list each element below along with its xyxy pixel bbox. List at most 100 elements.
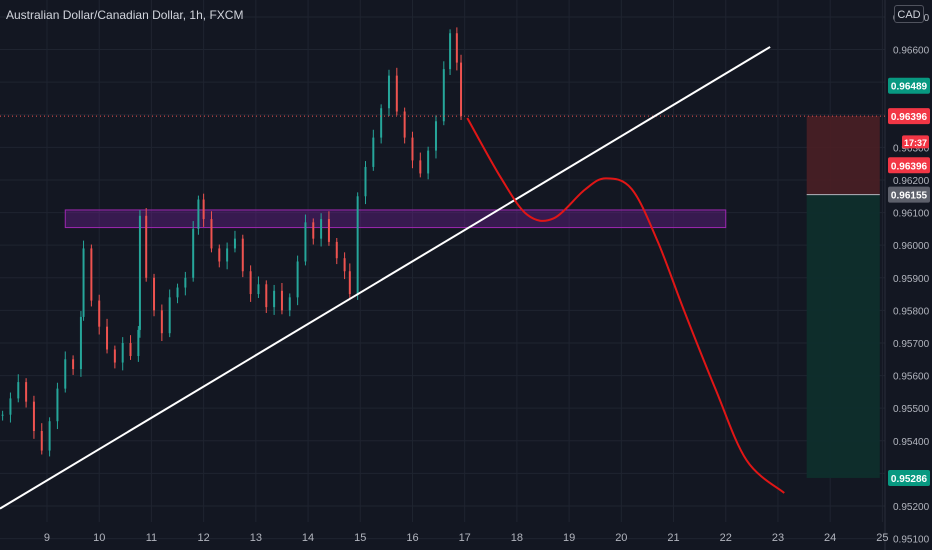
candle-body[interactable] [192, 228, 195, 278]
candle-body[interactable] [273, 290, 276, 308]
candle-body[interactable] [56, 388, 59, 422]
candle-body[interactable] [460, 62, 463, 117]
candle-body[interactable] [449, 33, 452, 70]
candle-body[interactable] [160, 310, 163, 334]
candle-body[interactable] [1, 414, 4, 416]
candle-body[interactable] [380, 108, 383, 138]
take-profit-zone[interactable] [806, 194, 880, 478]
x-tick-label: 15 [354, 532, 366, 544]
candle-body[interactable] [145, 215, 148, 278]
y-tick-label: 0.95900 [893, 274, 930, 285]
x-tick-label: 18 [511, 532, 523, 544]
candle-body[interactable] [434, 121, 437, 151]
candle-body[interactable] [176, 287, 179, 298]
candle-body[interactable] [184, 277, 187, 288]
candle-body[interactable] [343, 258, 346, 272]
price-badge [902, 135, 929, 149]
candle-body[interactable] [304, 222, 307, 262]
candle-body[interactable] [455, 33, 458, 63]
price-badge-label: 17:37 [904, 138, 927, 148]
candle-body[interactable] [129, 342, 132, 357]
candle-body[interactable] [82, 248, 85, 317]
y-tick-label: 0.95700 [893, 339, 930, 350]
stop-loss-zone[interactable] [806, 116, 880, 195]
currency-badge[interactable]: CAD [894, 5, 924, 23]
candle-body[interactable] [427, 150, 430, 174]
candle-body[interactable] [197, 199, 200, 229]
drawings-layer[interactable] [0, 46, 885, 510]
candle-body[interactable] [113, 349, 116, 363]
x-tick-label: 14 [302, 532, 314, 544]
x-tick-label: 17 [459, 532, 471, 544]
candle-body[interactable] [168, 297, 171, 334]
candle-body[interactable] [90, 248, 93, 301]
y-tick-label: 0.95800 [893, 306, 930, 317]
candle-body[interactable] [335, 241, 338, 259]
candle-body[interactable] [32, 401, 35, 432]
trendline[interactable] [0, 46, 771, 510]
candle-body[interactable] [327, 219, 330, 242]
price-badge-label: 0.96396 [891, 112, 928, 123]
candle-body[interactable] [442, 69, 445, 122]
candle-body[interactable] [411, 137, 414, 161]
candle-body[interactable] [249, 271, 252, 295]
candle-body[interactable] [257, 284, 260, 295]
candle-body[interactable] [72, 359, 75, 370]
x-tick-label: 22 [720, 532, 732, 544]
candle-body[interactable] [121, 342, 124, 363]
projection-path[interactable] [466, 117, 785, 494]
candle-body[interactable] [64, 359, 67, 389]
x-tick-label: 21 [667, 532, 679, 544]
candle-body[interactable] [372, 137, 375, 167]
x-tick-label: 10 [93, 532, 105, 544]
y-tick-label: 0.95600 [893, 372, 930, 383]
price-badge-label: 0.96396 [891, 161, 928, 172]
candle-body[interactable] [288, 297, 291, 311]
candle-body[interactable] [48, 421, 51, 451]
candle-body[interactable] [226, 248, 229, 262]
candle-body[interactable] [387, 75, 390, 109]
candle-body[interactable] [395, 75, 398, 112]
candle-body[interactable] [218, 248, 221, 262]
y-tick-label: 0.96100 [893, 209, 930, 220]
candle-body[interactable] [210, 219, 213, 249]
candles-layer[interactable] [1, 27, 463, 457]
candle-body[interactable] [296, 261, 299, 298]
candle-body[interactable] [320, 219, 323, 239]
price-badge [888, 469, 930, 486]
candle-body[interactable] [241, 238, 244, 272]
candle-body[interactable] [137, 329, 140, 357]
candle-body[interactable] [419, 160, 422, 174]
candle-body[interactable] [403, 111, 406, 138]
x-tick-label: 25 [876, 532, 888, 544]
grid-lines [0, 0, 886, 550]
time-axis[interactable]: 9 10 11 12 13 14 15 16 17 18 19 20 21 22 23 24 25 [44, 532, 889, 544]
y-tick-label: 0.96600 [893, 46, 930, 57]
x-tick-label: 16 [406, 532, 418, 544]
candle-body[interactable] [153, 277, 156, 311]
price-badge-label: 0.96489 [891, 82, 928, 93]
candle-body[interactable] [17, 382, 20, 399]
candle-body[interactable] [312, 222, 315, 239]
candle-body[interactable] [40, 431, 43, 451]
candle-body[interactable] [79, 316, 82, 370]
candle-body[interactable] [356, 196, 359, 295]
candle-body[interactable] [138, 215, 141, 330]
candle-body[interactable] [9, 398, 12, 415]
candle-body[interactable] [98, 300, 101, 327]
candle-body[interactable] [364, 166, 367, 197]
price-badge [888, 186, 930, 203]
price-badges: 0.96489 0.96396 17:37 0.96396 0.96155 0.95286 [888, 77, 930, 486]
candle-body[interactable] [348, 271, 351, 295]
candle-body[interactable] [280, 290, 283, 311]
candle-body[interactable] [202, 199, 205, 220]
price-badge-label: 0.96155 [891, 191, 928, 202]
support-zone[interactable] [64, 209, 727, 229]
candle-body[interactable] [25, 382, 28, 402]
candle-body[interactable] [106, 326, 109, 350]
candle-body[interactable] [265, 284, 268, 308]
candle-body[interactable] [233, 238, 236, 249]
price-badge-label: 0.95286 [891, 474, 928, 485]
